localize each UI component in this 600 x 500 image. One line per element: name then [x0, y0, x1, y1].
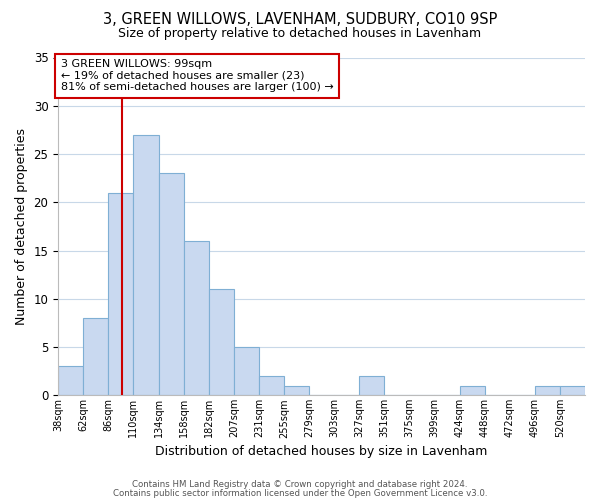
Bar [133, 134, 158, 396]
Text: Contains HM Land Registry data © Crown copyright and database right 2024.: Contains HM Land Registry data © Crown c… [132, 480, 468, 489]
Text: 3, GREEN WILLOWS, LAVENHAM, SUDBURY, CO10 9SP: 3, GREEN WILLOWS, LAVENHAM, SUDBURY, CO1… [103, 12, 497, 28]
Bar [184, 241, 209, 396]
Text: Contains public sector information licensed under the Open Government Licence v3: Contains public sector information licen… [113, 488, 487, 498]
Bar [259, 376, 284, 396]
Bar [158, 174, 184, 396]
X-axis label: Distribution of detached houses by size in Lavenham: Distribution of detached houses by size … [155, 444, 488, 458]
Text: Size of property relative to detached houses in Lavenham: Size of property relative to detached ho… [118, 28, 482, 40]
Bar [109, 192, 133, 396]
Bar [284, 386, 309, 396]
Bar [535, 386, 560, 396]
Bar [359, 376, 384, 396]
Bar [83, 318, 109, 396]
Text: 3 GREEN WILLOWS: 99sqm
← 19% of detached houses are smaller (23)
81% of semi-det: 3 GREEN WILLOWS: 99sqm ← 19% of detached… [61, 59, 334, 92]
Bar [58, 366, 83, 396]
Bar [460, 386, 485, 396]
Bar [234, 347, 259, 396]
Bar [209, 289, 234, 396]
Bar [560, 386, 585, 396]
Y-axis label: Number of detached properties: Number of detached properties [15, 128, 28, 325]
